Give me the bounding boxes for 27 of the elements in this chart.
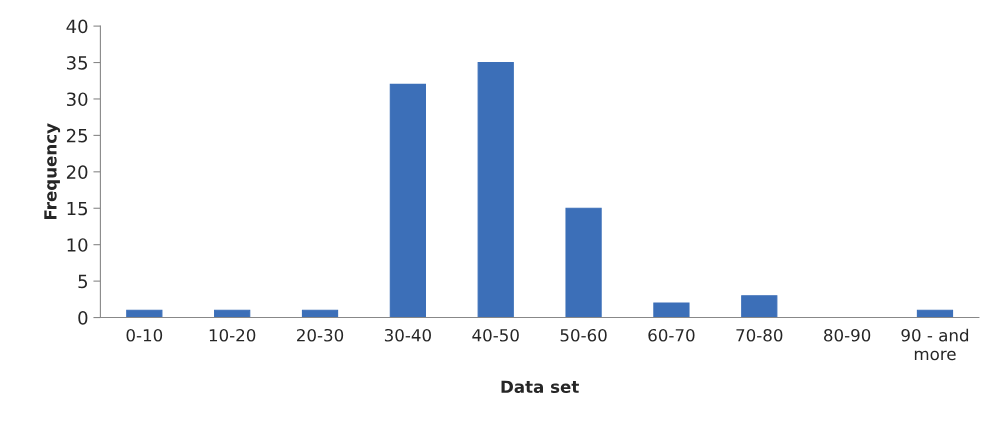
x-tick-label: 10-20 bbox=[209, 328, 256, 342]
bar bbox=[653, 302, 690, 318]
y-tick-label: 30 bbox=[67, 92, 88, 107]
y-tick-label: 10 bbox=[67, 238, 88, 252]
y-tick-label: 40 bbox=[66, 19, 88, 34]
y-axis-title: Frequency bbox=[44, 123, 61, 220]
x-axis-title: Data set bbox=[501, 380, 579, 394]
bar bbox=[389, 83, 426, 318]
x-tick-label: 90 - and more bbox=[901, 328, 969, 361]
x-tick-label: 80-90 bbox=[824, 328, 871, 342]
y-tick-label: 20 bbox=[66, 165, 88, 179]
x-tick-label: 60-70 bbox=[648, 328, 695, 342]
x-tick-label: 20-30 bbox=[297, 328, 344, 342]
bar bbox=[741, 295, 778, 318]
y-tick-label: 15 bbox=[67, 201, 88, 216]
bar bbox=[126, 309, 163, 318]
x-tick-label: 40-50 bbox=[472, 328, 519, 342]
x-tick-label: 70-80 bbox=[736, 328, 783, 342]
y-tick-label: 0 bbox=[78, 311, 88, 325]
bar bbox=[565, 207, 602, 318]
y-tick-label: 5 bbox=[78, 274, 88, 289]
y-tick-label: 35 bbox=[67, 55, 88, 70]
x-tick-label: 50-60 bbox=[560, 328, 607, 342]
x-tick-label: 30-40 bbox=[384, 328, 431, 342]
x-tick-label: 0-10 bbox=[126, 328, 163, 342]
y-tick-label: 25 bbox=[66, 128, 88, 143]
bar bbox=[477, 61, 514, 318]
